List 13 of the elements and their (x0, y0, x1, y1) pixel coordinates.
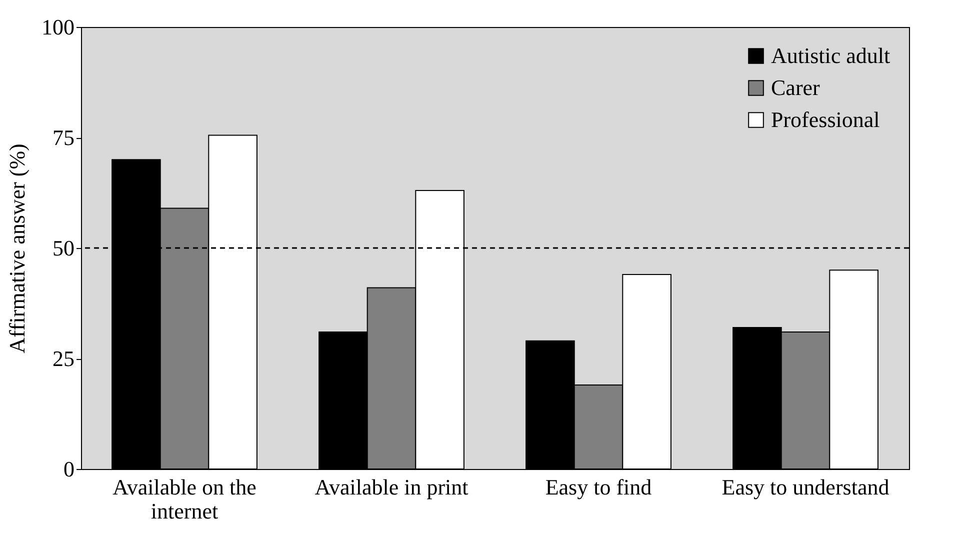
y-axis-title: Affirmative answer (%) (4, 144, 30, 354)
x-tick-label: Available in print (314, 474, 468, 500)
x-tick-label: Available on the internet (112, 474, 256, 524)
legend-label: Autistic adult (771, 43, 890, 68)
y-tick-label: 25 (52, 346, 74, 371)
legend-label: Carer (771, 75, 821, 100)
x-tick-label: Easy to understand (722, 474, 890, 500)
legend-label: Professional (771, 107, 880, 132)
y-tick-label: 75 (52, 125, 74, 150)
x-tick-label: Easy to find (545, 474, 652, 500)
y-tick-label: 100 (42, 14, 74, 40)
y-tick-label: 50 (52, 236, 74, 260)
y-tick-label: 0 (64, 456, 74, 482)
